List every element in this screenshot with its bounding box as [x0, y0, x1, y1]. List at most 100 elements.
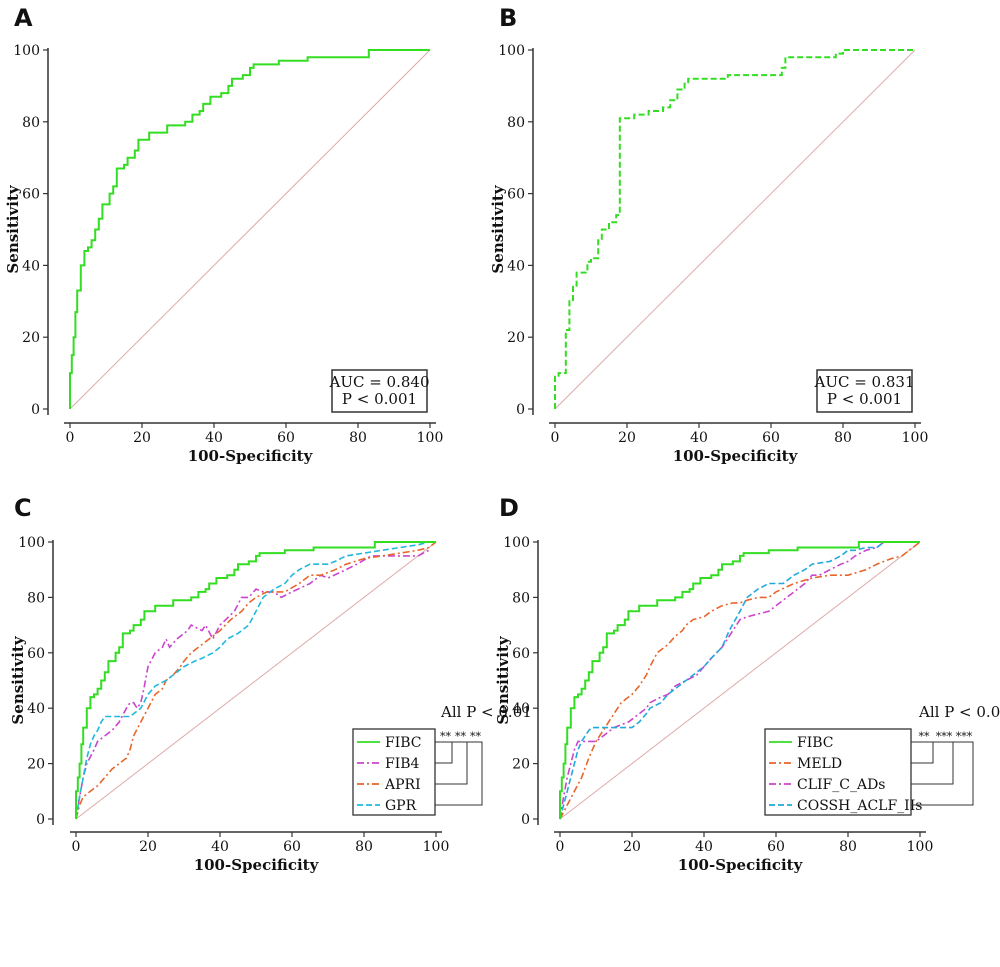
- significance-stars: **: [440, 730, 452, 743]
- x-tick-label: 40: [695, 839, 713, 855]
- y-tick-label: 60: [507, 187, 525, 203]
- y-tick-label: 20: [22, 330, 40, 346]
- x-tick-label: 40: [211, 839, 229, 855]
- x-tick-label: 40: [205, 430, 223, 446]
- series-line-fibc: [75, 541, 436, 819]
- x-axis-label: 100-Specificity: [673, 447, 799, 465]
- significance-stars: ***: [956, 730, 973, 743]
- x-tick-label: 20: [139, 839, 157, 855]
- series-line-cossh-aclf-iis: [559, 541, 920, 820]
- series-line-fib4: [75, 549, 430, 820]
- all-p-annotation: All P < 0.01: [440, 703, 532, 721]
- x-tick-label: 0: [551, 430, 560, 446]
- y-tick-label: 60: [22, 187, 40, 203]
- panel-letter: B: [499, 4, 517, 32]
- y-tick-label: 100: [13, 43, 40, 59]
- legend-label-fib4: FIB4: [385, 756, 420, 772]
- x-tick-label: 80: [349, 430, 367, 446]
- series-line-fibc: [554, 49, 915, 409]
- significance-stars: **: [919, 730, 931, 743]
- legend-label-meld: MELD: [797, 756, 842, 772]
- x-tick-label: 40: [690, 430, 708, 446]
- legend-label-fibc: FIBC: [797, 735, 834, 751]
- comparison-bracket: [911, 741, 974, 806]
- y-tick-label: 40: [22, 258, 40, 274]
- y-tick-label: 80: [22, 115, 40, 131]
- x-tick-label: 0: [556, 839, 565, 855]
- x-tick-label: 60: [277, 430, 295, 446]
- series-line-gpr: [75, 541, 436, 820]
- p-value: P < 0.001: [827, 390, 902, 408]
- panel-c: C 0 20 40 60 80 100 0 20 40 60 80 100 100-Specificity…: [9, 494, 532, 874]
- y-tick-label: 20: [512, 757, 530, 773]
- x-axis-label: 100-Specificity: [678, 856, 804, 874]
- reference-diagonal: [75, 541, 437, 820]
- x-axis-label: 100-Specificity: [194, 856, 320, 874]
- y-tick-label: 80: [507, 115, 525, 131]
- y-tick-label: 80: [27, 590, 45, 606]
- panel-b: B 0 20 40 60 80 100 0 20 40 60 80 100 100-Specificity…: [489, 4, 928, 465]
- y-tick-label: 0: [521, 812, 530, 828]
- panel-letter: A: [14, 4, 33, 32]
- y-tick-label: 20: [507, 330, 525, 346]
- x-tick-label: 60: [283, 839, 301, 855]
- y-tick-label: 100: [498, 43, 525, 59]
- legend-label-fibc: FIBC: [385, 735, 422, 751]
- x-tick-label: 100: [417, 430, 444, 446]
- y-tick-label: 100: [18, 535, 45, 551]
- series-line-apri: [75, 541, 437, 820]
- reference-diagonal: [559, 541, 921, 820]
- auc-value: AUC = 0.840: [329, 373, 430, 391]
- comparison-bracket: [911, 741, 934, 764]
- y-tick-label: 0: [31, 402, 40, 418]
- series-line-meld: [559, 541, 921, 820]
- y-tick-label: 80: [512, 590, 530, 606]
- reference-diagonal: [554, 49, 916, 410]
- significance-stars: **: [470, 730, 482, 743]
- series-line-fibc: [69, 49, 430, 409]
- x-tick-label: 80: [834, 430, 852, 446]
- reference-diagonal: [69, 49, 431, 410]
- legend-label-cossh-aclf-iis: COSSH_ACLF_IIs: [797, 798, 922, 814]
- x-tick-label: 20: [133, 430, 151, 446]
- x-axis-label: 100-Specificity: [188, 447, 314, 465]
- comparison-bracket: [435, 741, 483, 806]
- panel-d: D 0 20 40 60 80 100 0 20 40 60 80 100 100-Specificity…: [494, 494, 1000, 874]
- series-line-clif-c-ads: [559, 541, 920, 820]
- x-tick-label: 80: [355, 839, 373, 855]
- x-tick-label: 20: [623, 839, 641, 855]
- x-tick-label: 100: [902, 430, 929, 446]
- x-tick-label: 20: [618, 430, 636, 446]
- legend-label-apri: APRI: [384, 777, 421, 793]
- comparison-bracket: [435, 741, 453, 764]
- y-tick-label: 40: [507, 258, 525, 274]
- y-axis-label: Sensitivity: [9, 635, 27, 724]
- all-p-annotation: All P < 0.01: [918, 703, 1000, 721]
- significance-stars: **: [455, 730, 467, 743]
- significance-stars: ***: [936, 730, 953, 743]
- y-tick-label: 40: [512, 701, 530, 717]
- y-tick-label: 60: [27, 646, 45, 662]
- y-tick-label: 40: [27, 701, 45, 717]
- y-axis-label: Sensitivity: [4, 184, 22, 273]
- y-axis-label: Sensitivity: [489, 184, 507, 273]
- y-tick-label: 0: [36, 812, 45, 828]
- x-tick-label: 0: [72, 839, 81, 855]
- auc-box: [816, 369, 913, 413]
- panel-a: A 0 20 40 60 80 100 0 20 40 60 80 100 100-Specificity…: [4, 4, 443, 465]
- y-tick-label: 20: [27, 757, 45, 773]
- y-axis-label: Sensitivity: [494, 635, 512, 724]
- panel-letter: C: [14, 494, 32, 522]
- x-tick-label: 60: [767, 839, 785, 855]
- y-tick-label: 100: [503, 535, 530, 551]
- x-tick-label: 100: [423, 839, 450, 855]
- legend-label-gpr: GPR: [385, 798, 417, 814]
- y-tick-label: 60: [512, 646, 530, 662]
- x-tick-label: 0: [66, 430, 75, 446]
- auc-value: AUC = 0.831: [814, 373, 915, 391]
- series-line-fibc: [559, 541, 920, 819]
- x-tick-label: 60: [762, 430, 780, 446]
- legend-box: [352, 728, 436, 816]
- p-value: P < 0.001: [342, 390, 417, 408]
